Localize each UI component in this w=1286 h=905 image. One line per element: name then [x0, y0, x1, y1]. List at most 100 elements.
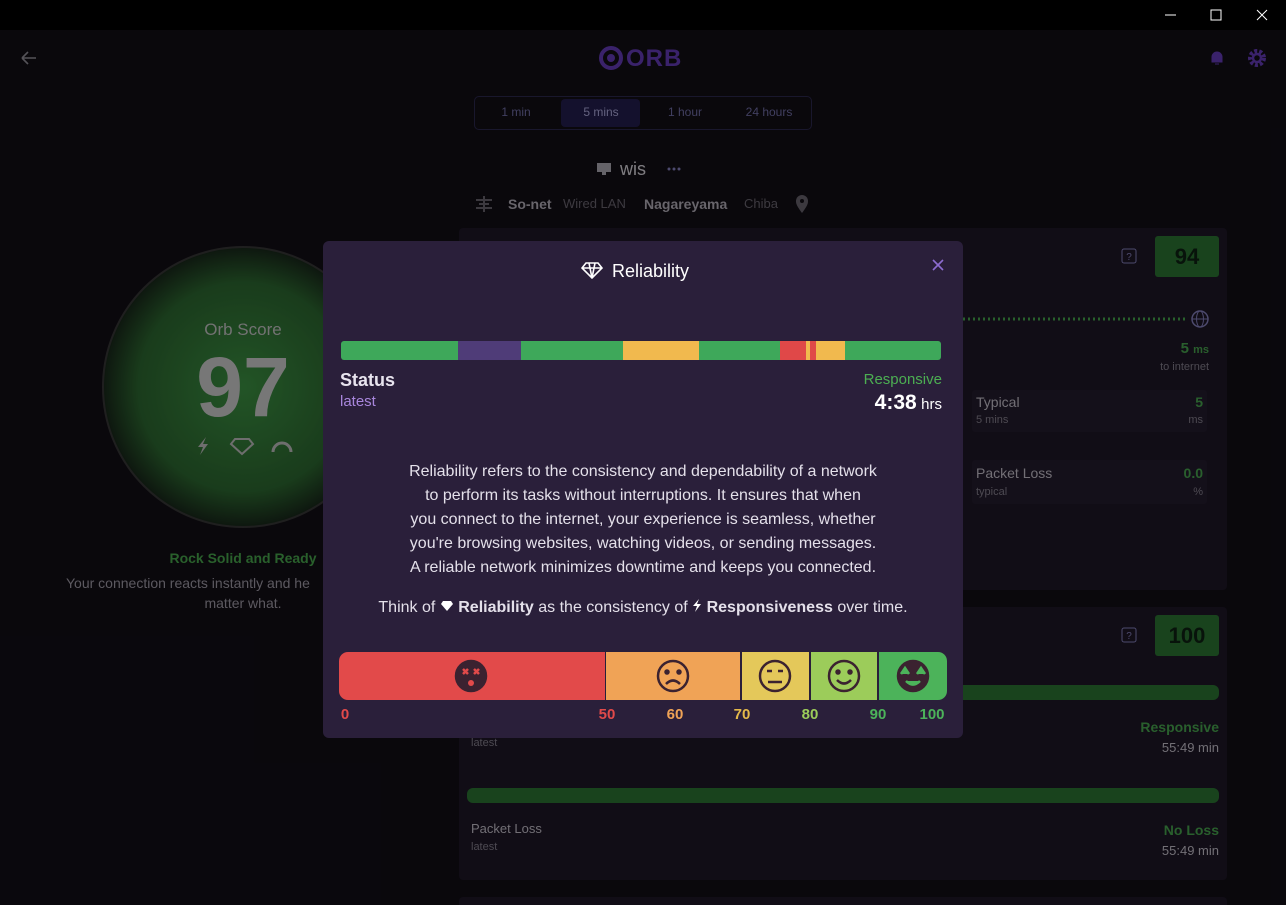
help-button[interactable]: ? — [1121, 627, 1137, 643]
timeline-segment — [780, 341, 806, 360]
logo: ORB — [626, 45, 683, 72]
scale-label: 50 — [598, 706, 616, 723]
description-line: Reliability refers to the consistency an… — [409, 463, 877, 480]
scale-label: 70 — [733, 706, 751, 723]
stat-unit: % — [1193, 486, 1203, 498]
description-line: you're browsing websites, watching video… — [409, 535, 877, 552]
row-state: No Loss — [1163, 822, 1219, 838]
score-scale — [339, 652, 947, 700]
stat-sub: typical — [976, 486, 1008, 498]
network-icon — [476, 196, 492, 212]
status-label: Status — [340, 370, 396, 390]
score-description: Your connection reacts instantly and he — [66, 575, 310, 591]
score-status: Rock Solid and Ready — [169, 550, 317, 566]
scale-label: 80 — [801, 706, 819, 723]
scale-faces — [454, 659, 930, 693]
tagline: Think of Reliability as the consistency … — [323, 599, 963, 617]
svg-text:?: ? — [1126, 252, 1132, 263]
connection-type: Wired LAN — [563, 196, 626, 211]
row-label: Packet Loss — [471, 821, 542, 836]
row-state: Responsive — [1140, 719, 1219, 735]
svg-text:?: ? — [1126, 631, 1132, 642]
card-score: 94 — [1155, 236, 1219, 277]
settings-button[interactable] — [1247, 48, 1267, 68]
stat-value: 0.0 — [1183, 465, 1203, 481]
tagline-term: Responsiveness — [706, 599, 833, 616]
description-line: to perform its tasks without interruptio… — [425, 487, 861, 504]
maximize-button[interactable] — [1210, 9, 1222, 21]
duration-unit: hrs — [921, 396, 942, 413]
region: Chiba — [744, 196, 778, 211]
status-state: Responsive — [863, 371, 942, 388]
notifications-button[interactable] — [1208, 49, 1226, 67]
orb-score-value: 97 — [196, 340, 290, 434]
score-description: matter what. — [204, 595, 282, 611]
orb-score-icons — [198, 437, 293, 456]
latency-unit: ms — [1193, 344, 1209, 356]
tagline-term: Reliability — [458, 599, 534, 616]
device-menu-button[interactable] — [666, 164, 682, 174]
scale-label: 60 — [666, 706, 684, 723]
timeline-segment — [623, 341, 699, 360]
tagline-text: Think of — [378, 599, 436, 616]
stat-box — [972, 390, 1207, 432]
timeline-segment — [806, 341, 810, 360]
help-button[interactable]: ? — [1121, 248, 1137, 264]
timeline-segment — [816, 341, 845, 360]
scale-label: 90 — [869, 706, 887, 723]
tagline-text: as the consistency of — [538, 599, 688, 616]
row-sub: latest — [471, 737, 498, 749]
latency-caption: to internet — [1160, 361, 1209, 373]
reliability-icon — [581, 262, 603, 279]
latency-value: 5 — [1180, 340, 1189, 357]
modal-close-button[interactable] — [932, 259, 944, 271]
row-duration: 55:49 min — [1161, 843, 1219, 858]
scale-segment — [742, 652, 809, 700]
timeline-segment — [521, 341, 623, 360]
title-bar — [0, 0, 1286, 30]
status-bar — [467, 788, 1219, 803]
stat-box — [972, 460, 1207, 504]
time-tab-selected[interactable]: 5 mins — [583, 105, 619, 119]
city: Nagareyama — [644, 196, 728, 212]
scale-segment — [811, 652, 877, 700]
tagline-text: over time. — [837, 599, 908, 616]
scale-segment — [606, 652, 740, 700]
logo-icon — [599, 46, 623, 70]
time-tab[interactable]: 24 hours — [745, 105, 793, 119]
window-controls — [1165, 9, 1268, 21]
stat-unit: ms — [1188, 414, 1203, 426]
time-tab[interactable]: 1 min — [501, 105, 531, 119]
latency-path — [963, 310, 1209, 328]
row-sub: latest — [471, 841, 498, 853]
close-window-button[interactable] — [1256, 9, 1268, 21]
description-line: A reliable network minimizes downtime an… — [409, 559, 877, 576]
selected-tab-highlight — [561, 99, 640, 127]
reliability-icon — [440, 601, 453, 611]
stat-sub: 5 mins — [976, 414, 1009, 426]
latency: 5 ms — [1181, 340, 1209, 357]
status-timeline — [341, 341, 941, 360]
status-sub: latest — [340, 393, 376, 410]
timeline-segment — [845, 341, 941, 360]
modal-title: Reliability — [612, 261, 690, 281]
stat-label: Packet Loss — [976, 465, 1053, 481]
device-icon — [597, 163, 611, 175]
row-duration: 55:49 min — [1161, 740, 1219, 755]
time-tab[interactable]: 1 hour — [667, 105, 703, 119]
stat-label: Typical — [976, 394, 1020, 410]
card-score: 100 — [1155, 615, 1219, 656]
status-duration: 4:38 hrs — [875, 391, 942, 415]
location-pin — [796, 195, 808, 213]
back-button[interactable] — [20, 50, 40, 66]
orb-score-label: Orb Score — [204, 320, 282, 339]
timeline-segment — [341, 341, 458, 360]
isp: So-net — [508, 196, 552, 212]
description-line: you connect to the internet, your experi… — [410, 511, 876, 528]
scale-label: 100 — [919, 706, 945, 723]
stat-value: 5 — [1195, 394, 1203, 410]
next-card — [459, 897, 1227, 905]
timeline-segment — [458, 341, 521, 360]
responsiveness-icon — [693, 599, 702, 612]
timeline-segment — [810, 341, 816, 360]
